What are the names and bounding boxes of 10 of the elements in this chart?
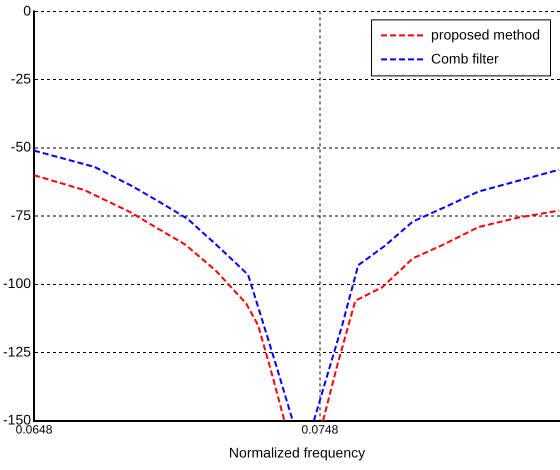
- legend-label: proposed method: [431, 26, 540, 42]
- y-tick-label: -25: [10, 70, 32, 86]
- x-tick-label: 0.0748: [302, 422, 339, 436]
- y-tick-label: -50: [10, 138, 32, 155]
- x-axis-title: Normalized frequency: [228, 444, 366, 460]
- y-tick-label: -100: [2, 275, 32, 292]
- legend-label: Comb filter: [431, 50, 500, 66]
- y-tick-label: 0: [23, 2, 32, 18]
- y-tick-label: -125: [2, 343, 32, 360]
- y-tick-label: -75: [10, 206, 32, 223]
